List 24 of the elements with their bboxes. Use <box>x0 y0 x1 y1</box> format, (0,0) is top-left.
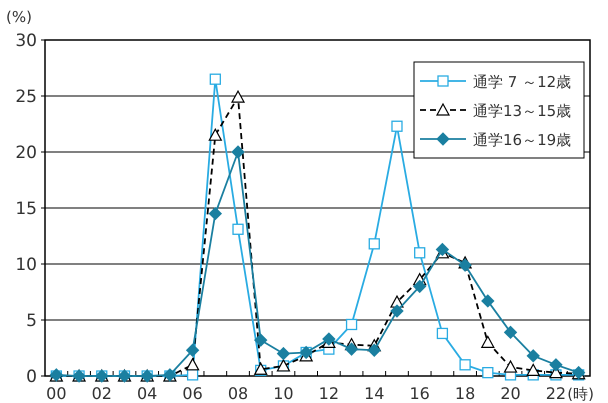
x-tick-label: 20 <box>500 384 521 403</box>
x-tick-label: 18 <box>454 384 476 403</box>
x-tick-label: 00 <box>46 384 67 403</box>
x-tick-label: 04 <box>137 384 158 403</box>
y-axis-title: (%) <box>6 8 32 26</box>
y-tick-label: 5 <box>26 311 37 331</box>
y-tick-label: 10 <box>15 255 37 275</box>
y-tick-label: 0 <box>26 367 37 387</box>
y-tick-label: 30 <box>15 31 37 51</box>
x-tick-label: 12 <box>318 384 340 403</box>
x-tick-label: 22 <box>546 384 566 403</box>
x-tick-label: 16 <box>410 384 430 403</box>
y-tick-label: 15 <box>15 199 37 219</box>
x-tick-label: 02 <box>92 384 112 403</box>
x-tick-label: 14 <box>364 384 384 403</box>
legend-label: 通学 7 ～12歳 <box>473 73 572 91</box>
x-axis-title: (時) <box>567 385 594 403</box>
y-tick-label: 20 <box>15 143 37 163</box>
x-tick-label: 10 <box>273 384 294 403</box>
legend-label: 通学13～15歳 <box>473 102 572 120</box>
x-tick-label: 08 <box>228 384 248 403</box>
x-tick-label: 06 <box>182 384 203 403</box>
legend-label: 通学16～19歳 <box>473 131 572 149</box>
y-tick-label: 25 <box>15 87 37 107</box>
